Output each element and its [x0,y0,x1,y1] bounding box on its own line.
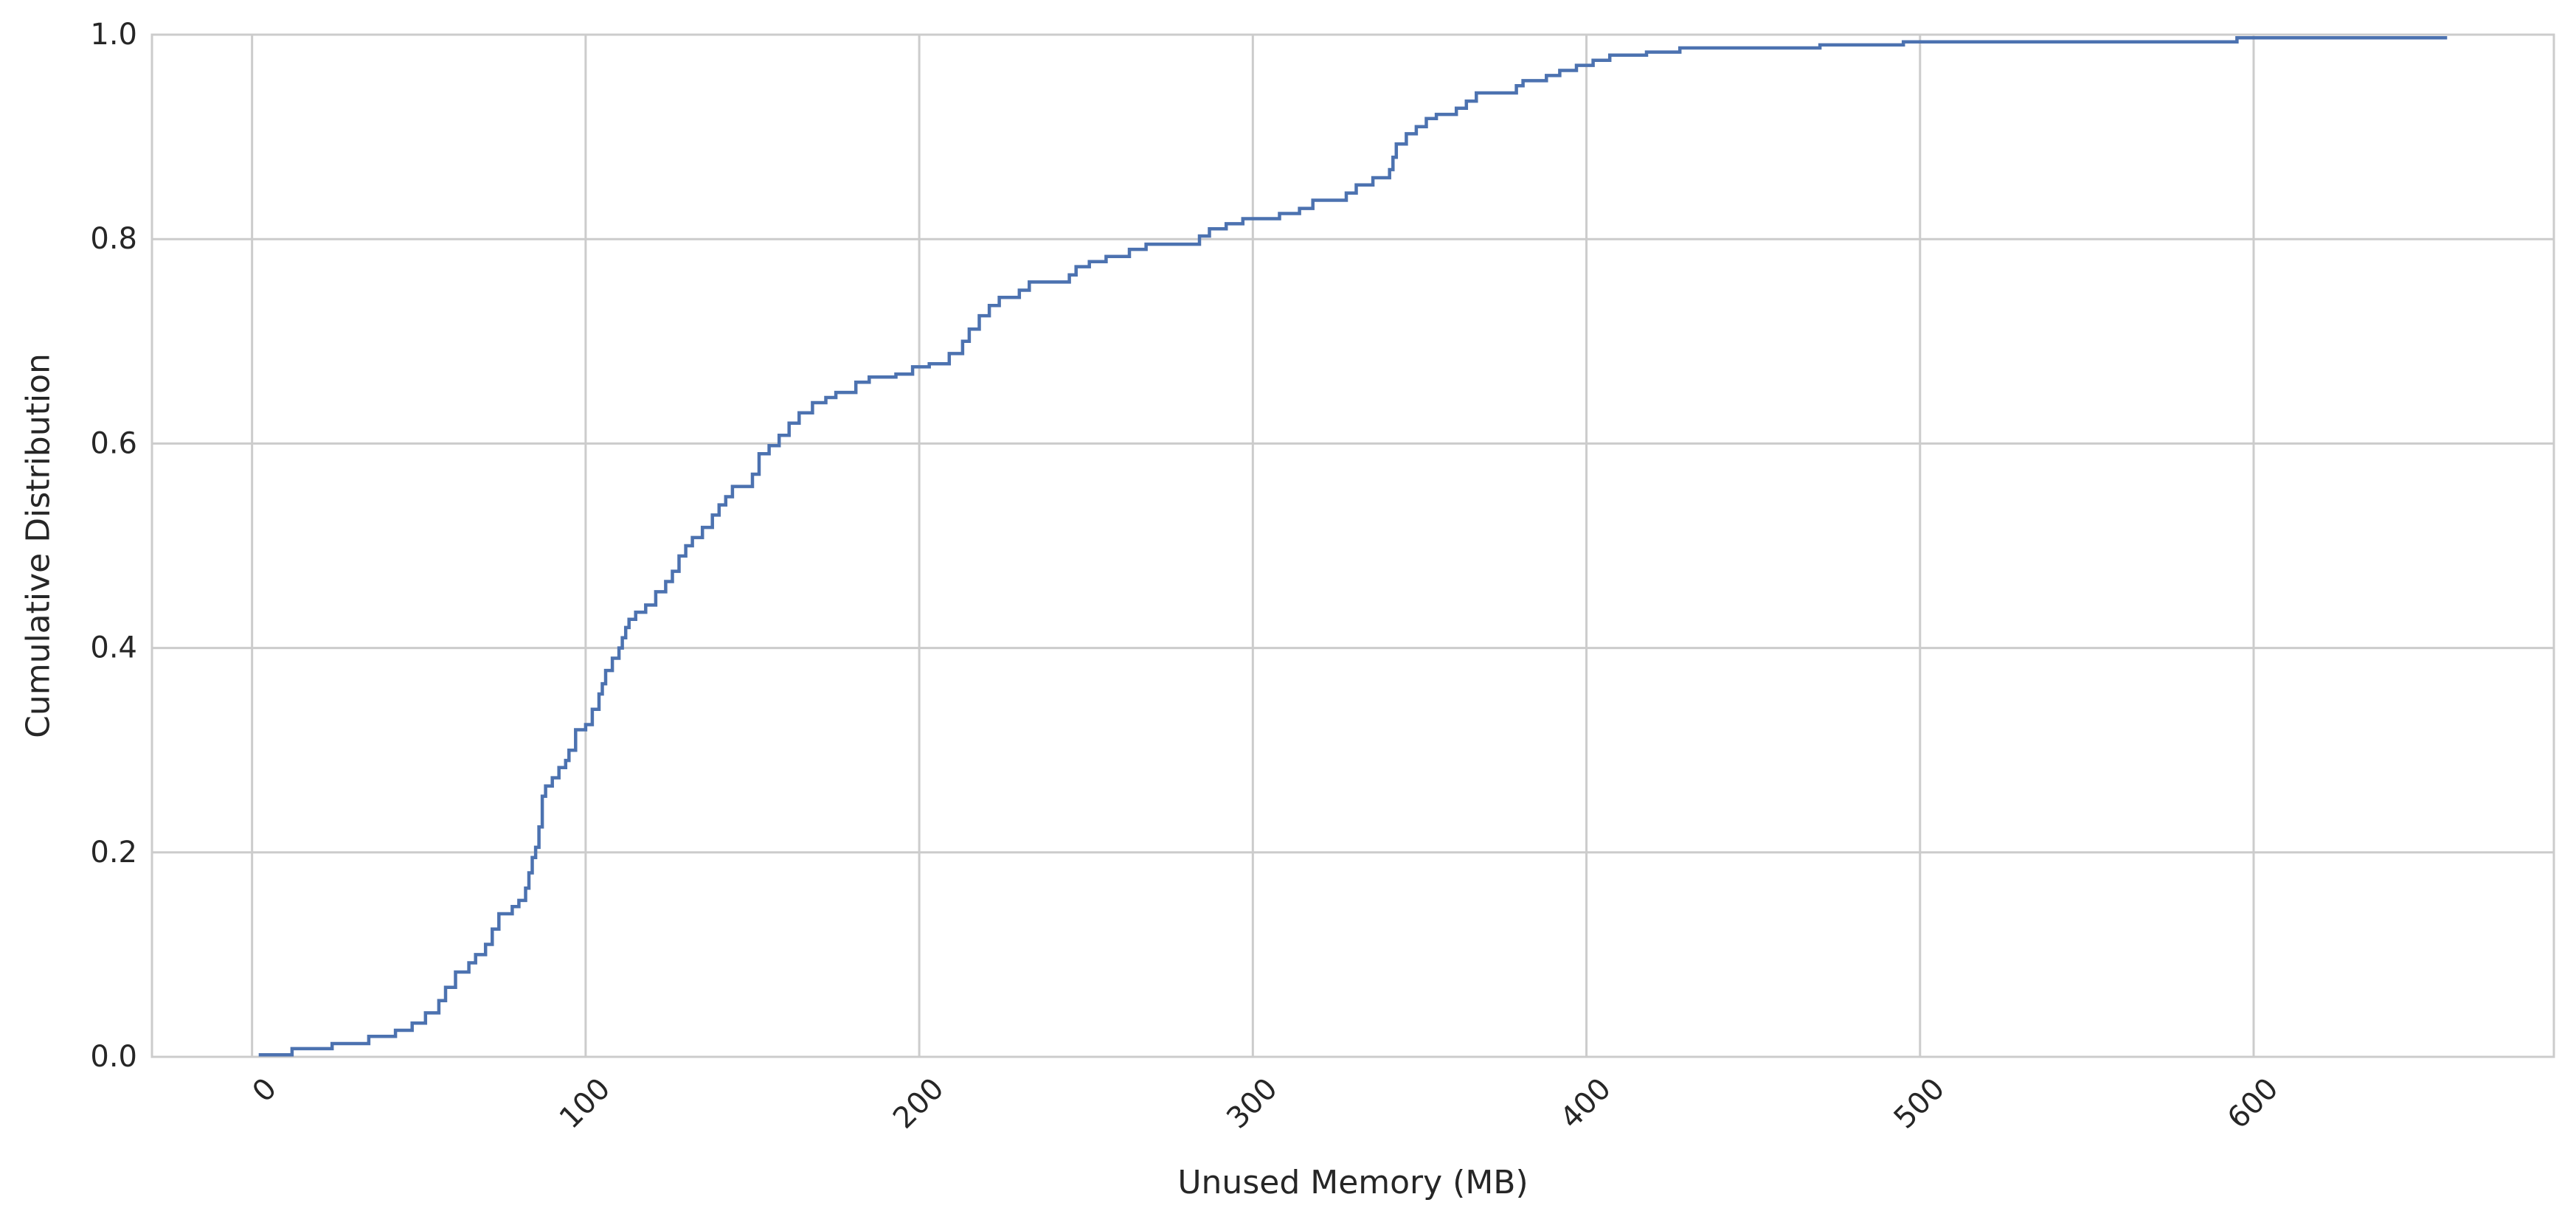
x-tick-label-1: 100 [553,1072,617,1136]
y-tick-label-1: 0.2 [90,836,137,870]
x-tick-label-6: 600 [2221,1072,2285,1136]
x-tick-label-3: 300 [1220,1072,1284,1136]
grid-lines [152,33,2554,1058]
x-tick-label-4: 400 [1554,1072,1618,1136]
x-tick-label-5: 500 [1888,1072,1952,1136]
x-tick-label-0: 0 [246,1072,284,1109]
y-tick-label-5: 1.0 [90,18,137,52]
series-layer [258,35,2448,1057]
y-tick-label-2: 0.4 [90,631,137,665]
y-tick-label-3: 0.6 [90,426,137,460]
plot-frame [150,33,2555,1058]
tick-labels: 0 100 200 300 400 500 600 0.0 0.2 0.4 0.6 0.8 1.0 [90,18,2285,1136]
ecdf-series-line-0 [258,35,2448,1057]
y-tick-label-4: 0.8 [90,222,137,256]
y-axis-title: Cumulative Distribution [20,353,58,738]
x-tick-label-2: 200 [887,1072,951,1136]
x-axis-title: Unused Memory (MB) [1177,1164,1528,1201]
y-tick-label-0: 0.0 [90,1040,137,1074]
